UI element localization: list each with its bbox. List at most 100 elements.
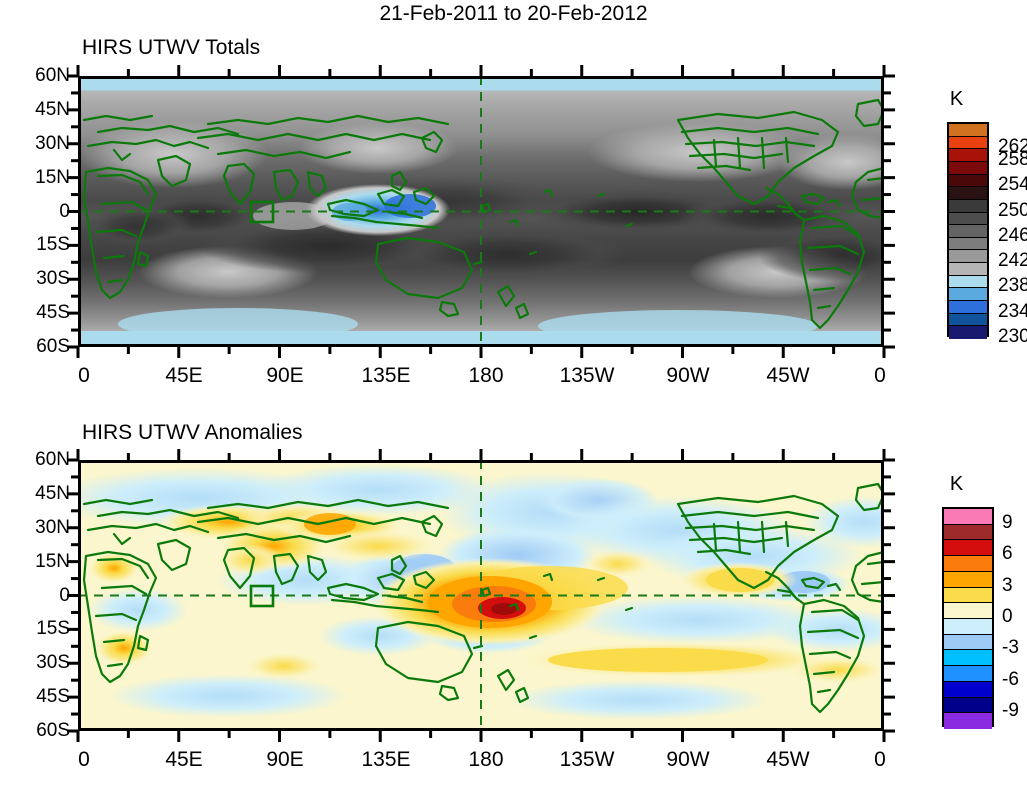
colorbar-band: [944, 509, 992, 525]
panel-totals: HIRS UTWV Totals: [35, 36, 1027, 387]
region-box-marker-anomalies: [249, 584, 275, 608]
ytick-0-bottom: 0: [59, 584, 70, 606]
reference-lines-totals: [78, 76, 884, 347]
ytick-45S-top: 45S: [36, 302, 70, 324]
colorbar-band: [949, 275, 987, 289]
panel-anomalies-title: HIRS UTWV Anomalies: [82, 421, 303, 444]
colorbar-band: [949, 187, 987, 200]
colorbar-tick-label: 234: [998, 300, 1027, 322]
xtick-135W-top: 135W: [559, 364, 615, 387]
colorbar-band: [949, 250, 987, 264]
map-totals-svg: [78, 76, 884, 347]
colorbar-band: [949, 263, 987, 276]
colorbar-tick-label: 238: [998, 275, 1027, 297]
colorbar-totals: K 262 258 254 250 246 242 238 234 230: [930, 88, 1027, 348]
colorbar-tick-label: 3: [1002, 574, 1013, 596]
colorbar-totals-title: K: [949, 88, 964, 110]
colorbar-anomalies-title: K: [949, 473, 964, 495]
colorbar-band: [949, 149, 987, 162]
ytick-60S-top: 60S: [36, 336, 70, 357]
colorbar-tick-label: 258: [998, 148, 1027, 170]
colorbar-tick-label: -3: [1002, 637, 1019, 659]
map-anomalies[interactable]: [78, 460, 884, 731]
map-totals[interactable]: [78, 76, 884, 347]
ytick-15S-bottom: 15S: [36, 618, 70, 640]
colorbar-band: [949, 161, 987, 175]
xtick-90W-bottom: 90W: [666, 748, 710, 771]
colorbar-band: [944, 713, 992, 729]
colorbar-band: [949, 326, 987, 339]
colorbar-anomalies: K 9 6 3 0 -3 -6 -9: [930, 473, 1027, 733]
coastlines-anomalies: [82, 482, 884, 714]
xtick-135E-bottom: 135E: [361, 748, 411, 771]
figure-title: 21-Feb-2011 to 20-Feb-2012: [379, 2, 648, 25]
colorbar-tick-label: 250: [998, 199, 1027, 221]
ytick-60N-bottom: 60N: [35, 449, 70, 470]
colorbar-band: [949, 136, 987, 150]
colorbar-tick-label: -6: [1002, 668, 1019, 690]
colorbar-band: [944, 540, 992, 557]
colorbar-tick-label: -9: [1002, 700, 1019, 722]
colorbar-band: [949, 225, 987, 238]
colorbar-band: [944, 681, 992, 698]
xtick-360-top: 0: [874, 364, 886, 387]
colorbar-band: [949, 301, 987, 314]
ytick-60S-bottom: 60S: [36, 720, 70, 741]
ytick-45S-bottom: 45S: [36, 686, 70, 708]
ytick-30N-bottom: 30N: [35, 516, 70, 538]
colorbar-band: [949, 288, 987, 302]
anomaly-field: [78, 460, 884, 731]
xtick-135E-top: 135E: [361, 364, 411, 387]
xtick-90E-top: 90E: [266, 364, 304, 387]
ytick-45N-top: 45N: [35, 98, 70, 120]
map-anomalies-svg: [78, 460, 884, 731]
colorbar-band: [949, 212, 987, 226]
colorbar-band: [944, 524, 992, 541]
xtick-180-bottom: 180: [468, 748, 504, 771]
colorbar-tick-label: 242: [998, 250, 1027, 272]
xtick-135W-bottom: 135W: [559, 748, 615, 771]
xtick-90W-top: 90W: [666, 364, 710, 387]
colorbar-band: [949, 124, 987, 137]
coastlines-totals: [82, 98, 884, 330]
xtick-180-top: 180: [468, 364, 504, 387]
colorbar-tick-label: 9: [1002, 511, 1013, 533]
colorbar-totals-strip: [947, 122, 989, 339]
colorbar-band: [944, 650, 992, 667]
reference-lines-anomalies: [78, 460, 884, 731]
colorbar-band: [944, 619, 992, 635]
colorbar-band: [944, 571, 992, 588]
colorbar-band: [949, 313, 987, 327]
region-box-marker: [249, 200, 275, 224]
ytick-45N-bottom: 45N: [35, 482, 70, 504]
xtick-0-bottom: 0: [78, 748, 90, 771]
xtick-45W-bottom: 45W: [766, 748, 810, 771]
colorbar-tick-label: 254: [998, 174, 1027, 196]
colorbar-band: [944, 603, 992, 619]
colorbar-band: [944, 556, 992, 572]
xtick-45W-top: 45W: [766, 364, 810, 387]
colorbar-anomalies-strip: [942, 507, 994, 729]
xtick-90E-bottom: 90E: [266, 748, 304, 771]
ytick-30S-bottom: 30S: [36, 652, 70, 674]
colorbar-band: [944, 666, 992, 682]
ytick-30N-top: 30N: [35, 132, 70, 154]
ytick-0-top: 0: [59, 200, 70, 222]
ytick-15N-top: 15N: [35, 166, 70, 188]
colorbar-tick-label: 262: [998, 136, 1027, 158]
ytick-15S-top: 15S: [36, 234, 70, 256]
colorbar-band: [944, 587, 992, 604]
xtick-360-bottom: 0: [874, 748, 886, 771]
xtick-45E-bottom: 45E: [165, 748, 203, 771]
colorbar-band: [944, 697, 992, 714]
xtick-45E-top: 45E: [165, 364, 203, 387]
panel-totals-title: HIRS UTWV Totals: [82, 36, 261, 59]
panel-anomalies: HIRS UTWV Anomalies: [0, 385, 1027, 785]
xtick-0-top: 0: [78, 364, 90, 387]
colorbar-tick-label: 246: [998, 224, 1027, 246]
ytick-15N-bottom: 15N: [35, 550, 70, 572]
colorbar-band: [949, 237, 987, 251]
colorbar-band: [944, 634, 992, 651]
colorbar-tick-label: 0: [1002, 606, 1013, 627]
